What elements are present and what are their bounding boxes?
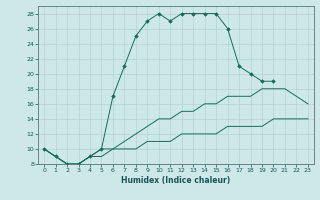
X-axis label: Humidex (Indice chaleur): Humidex (Indice chaleur) <box>121 176 231 185</box>
